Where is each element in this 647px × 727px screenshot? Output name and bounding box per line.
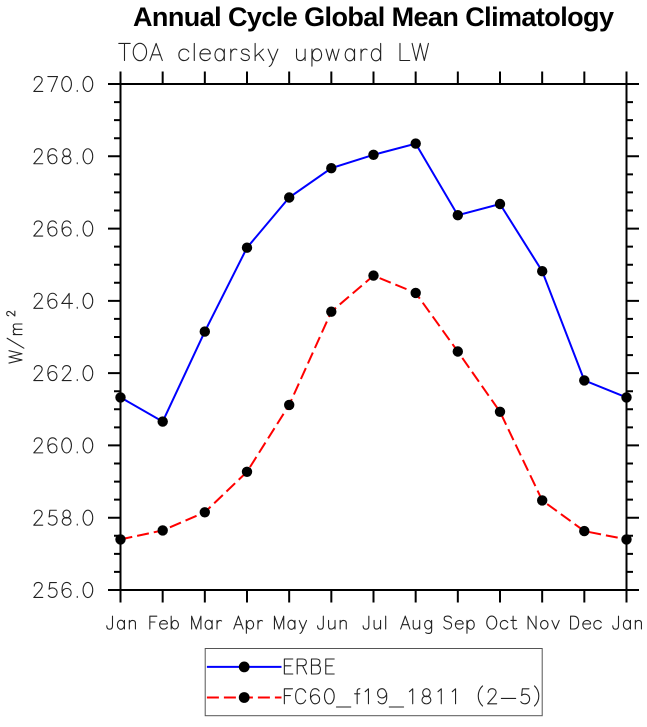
svg-text:Annual Cycle Global Mean Clima: Annual Cycle Global Mean Climatology xyxy=(133,2,614,32)
